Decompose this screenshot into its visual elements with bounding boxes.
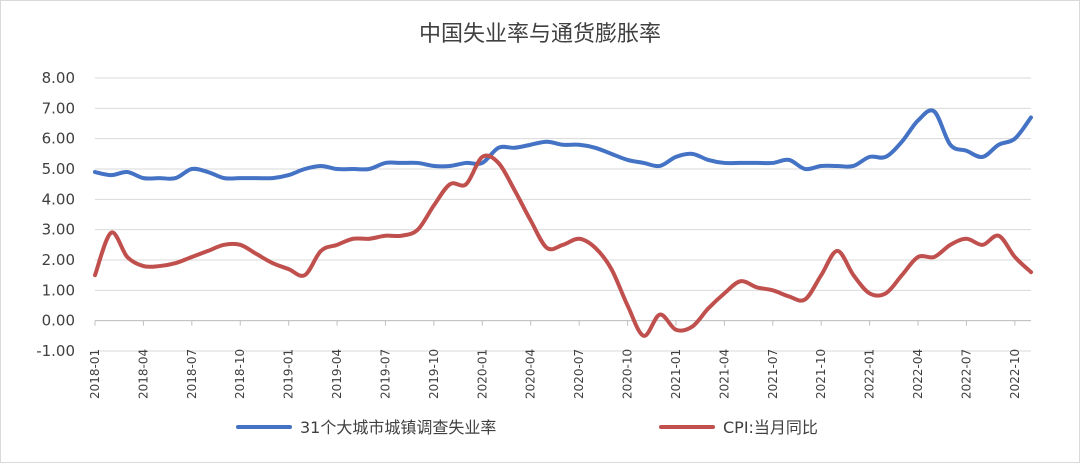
legend: 31个大城市城镇调查失业率 CPI:当月同比	[236, 418, 818, 437]
gridlines	[95, 77, 1031, 352]
x-tick-label: 2021-10	[814, 349, 828, 399]
series-cpi-line	[93, 153, 1033, 338]
y-tick-label: 1.00	[42, 281, 75, 299]
y-tick-label: 2.00	[42, 251, 75, 269]
x-tick-label: 2019-01	[282, 349, 296, 399]
legend-label: 31个大城市城镇调查失业率	[300, 418, 496, 437]
x-tick-label: 2019-07	[378, 349, 392, 399]
x-tick-label: 2018-04	[136, 349, 150, 399]
x-tick-label: 2020-01	[475, 349, 489, 399]
x-tick-label: 2022-01	[863, 349, 877, 399]
x-tick-label: 2021-04	[717, 349, 731, 399]
x-tick-label: 2018-07	[185, 349, 199, 399]
y-tick-label: 8.00	[42, 69, 75, 87]
y-tick-label: 5.00	[42, 160, 75, 178]
x-tick-label: 2020-04	[524, 349, 538, 399]
x-tick-label: 2021-07	[766, 349, 780, 399]
chart-title: 中国失业率与通货膨胀率	[419, 22, 661, 47]
x-axis: 2018-01 2018-04 2018-07 2018-10 2019-01 2019-…	[88, 320, 1031, 399]
y-tick-label: 7.00	[42, 99, 75, 117]
x-tick-label: 2019-04	[330, 349, 344, 399]
series-unemployment-line	[93, 108, 1033, 181]
y-tick-label: 0.00	[42, 312, 75, 330]
y-tick-label: 3.00	[42, 221, 75, 239]
x-tick-label: 2021-01	[669, 349, 683, 399]
x-tick-label: 2020-10	[621, 349, 635, 399]
x-tick-label: 2022-04	[911, 349, 925, 399]
x-tick-label: 2019-10	[427, 349, 441, 399]
y-axis: 8.00 7.00 6.00 5.00 4.00 3.00 2.00 1.00 0.00 -1.0…	[36, 69, 75, 360]
x-tick-label: 2022-07	[959, 349, 973, 399]
series-layer	[93, 108, 1033, 338]
x-tick-label: 2018-01	[88, 349, 102, 399]
y-tick-label: -1.00	[36, 342, 75, 360]
x-tick-label: 2018-10	[233, 349, 247, 399]
y-tick-label: 4.00	[42, 190, 75, 208]
x-tick-label: 2022-10	[1008, 349, 1022, 399]
y-tick-label: 6.00	[42, 130, 75, 148]
x-tick-label: 2020-07	[572, 349, 586, 399]
legend-label: CPI:当月同比	[723, 418, 818, 437]
